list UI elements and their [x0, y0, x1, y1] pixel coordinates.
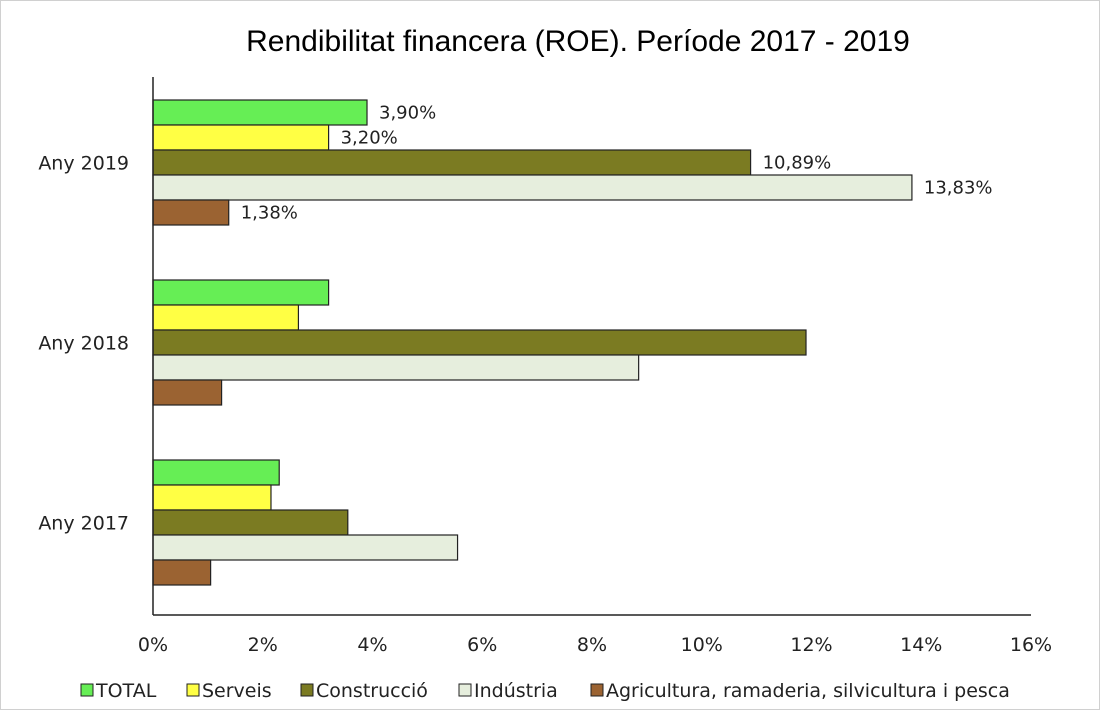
x-tick-label: 14% [900, 634, 942, 656]
legend-label-serveis: Serveis [202, 680, 272, 702]
bar-any-2019-serveis [152, 124, 330, 151]
legend-swatch-construccio [300, 683, 314, 697]
bar-any-2018-industria [152, 354, 640, 381]
x-tick-label: 6% [467, 634, 497, 656]
bar-any-2017-construccio [152, 509, 349, 536]
x-tick-label: 2% [248, 634, 278, 656]
bar-any-2019-construccio [152, 149, 752, 176]
bar-any-2017-serveis [152, 484, 272, 511]
x-tick-label: 0% [138, 634, 168, 656]
bar-any-2018-agricultura-ramaderia-silvicultura-i-pesca [152, 379, 223, 406]
legend-label-construccio: Construcció [316, 680, 428, 702]
bar-any-2019-agricultura-ramaderia-silvicultura-i-pesca [152, 199, 230, 226]
bar-any-2019-total [152, 99, 368, 126]
category-label-any-2018: Any 2018 [38, 333, 129, 355]
data-label-any-2019-construccio: 10,89% [763, 153, 832, 174]
bar-any-2018-serveis [152, 304, 300, 331]
legend: TOTAL Serveis Construcció Indústria Agricult… [80, 680, 1010, 702]
bar-any-2019-industria [152, 174, 913, 201]
x-tick-label: 4% [357, 634, 387, 656]
x-tick-label: 8% [577, 634, 607, 656]
data-label-any-2019-industria: 13,83% [924, 178, 993, 199]
x-tick-label: 16% [1010, 634, 1052, 656]
legend-swatch-agricultura-ramaderia-silvicultura-i-pesca [590, 683, 604, 697]
chart-title: Rendibilitat financera (ROE). Període 20… [246, 25, 910, 58]
x-tick-label: 10% [681, 634, 723, 656]
bars-layer: 3,90% 3,20% 10,89% 13,83% 1,38% [152, 99, 993, 586]
axis-layer: Any 2019 Any 2018 Any 2017 0% 2% 4% 6% 8% 10% 12%… [38, 77, 1052, 656]
legend-swatch-total [80, 683, 94, 697]
legend-label-total: TOTAL [95, 680, 157, 702]
data-label-any-2019-total: 3,90% [379, 103, 436, 124]
legend-swatch-industria [458, 683, 472, 697]
legend-swatch-serveis [186, 683, 200, 697]
data-label-any-2019-agricultura-ramaderia-silvicultura-i-pesca: 1,38% [241, 203, 298, 224]
legend-label-industria: Indústria [474, 680, 558, 702]
category-label-any-2017: Any 2017 [38, 513, 129, 535]
bar-any-2018-total [152, 279, 330, 306]
legend-label-agricultura-ramaderia-silvicultura-i-pesca: Agricultura, ramaderia, silvicultura i p… [606, 680, 1010, 702]
data-label-any-2019-serveis: 3,20% [341, 128, 398, 149]
bar-any-2017-industria [152, 534, 459, 561]
bar-any-2018-construccio [152, 329, 807, 356]
bar-any-2017-agricultura-ramaderia-silvicultura-i-pesca [152, 559, 212, 586]
x-tick-label: 12% [790, 634, 832, 656]
bar-any-2017-total [152, 459, 280, 486]
category-label-any-2019: Any 2019 [38, 153, 129, 175]
